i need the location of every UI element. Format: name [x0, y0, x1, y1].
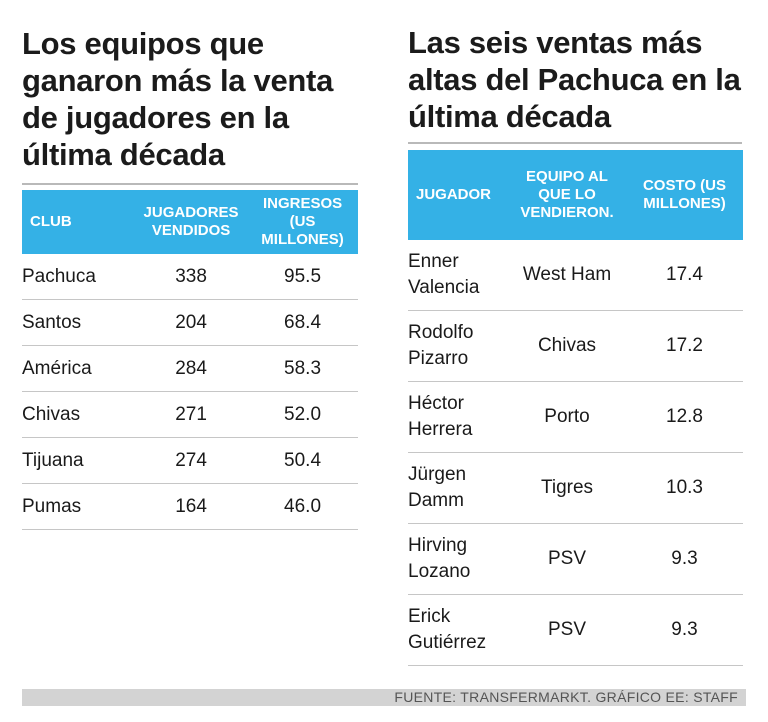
buying-team: West Ham: [508, 240, 626, 311]
player-last-name: Herrera: [408, 419, 473, 440]
sales-title: Las seis ventas más altas del Pachuca en…: [408, 25, 741, 134]
sales-title-rule: [408, 142, 742, 144]
player-first-name: Héctor: [408, 393, 464, 414]
player-last-name: Valencia: [408, 277, 480, 298]
player-name: Enner Valencia: [408, 240, 508, 311]
source-footer: FUENTE: TRANSFERMARKT. GRÁFICO EE: STAFF: [22, 689, 746, 706]
ingresos-value: 52.0: [247, 391, 358, 438]
player-first-name: Hirving: [408, 535, 468, 556]
ingresos-value: 95.5: [247, 254, 358, 300]
club-name: Pumas: [22, 483, 136, 530]
clubs-title: Los equipos que ganaron más la venta de …: [22, 26, 334, 172]
player-last-name: Gutiérrez: [408, 632, 487, 653]
player-first-name: Jürgen: [408, 464, 467, 485]
player-first-name: Rodolfo: [408, 322, 474, 343]
club-name: Tijuana: [22, 437, 136, 484]
header-costo: COSTO (US MILLONES): [626, 150, 743, 240]
jugadores-vendidos-value: 204: [135, 299, 248, 346]
sale-cost-value: 10.3: [626, 452, 743, 524]
sales-table-body: Enner Valencia West Ham 17.4 Rodolfo Pizarro C…: [408, 240, 743, 666]
clubs-table: CLUB JUGADORES VENDIDOS INGRESOS (US MIL…: [22, 190, 358, 530]
jugadores-vendidos-value: 274: [135, 437, 248, 484]
buying-team: Porto: [508, 381, 626, 453]
club-name: Pachuca: [22, 254, 136, 300]
header-equipo: EQUIPO AL QUE LO VENDIERON.: [508, 150, 626, 240]
ingresos-value: 50.4: [247, 437, 358, 484]
player-last-name: Damm: [408, 490, 464, 511]
sales-header-row: JUGADOR EQUIPO AL QUE LO VENDIERON. COST…: [408, 150, 743, 240]
jugadores-vendidos-value: 164: [135, 483, 248, 530]
player-first-name: Enner: [408, 251, 459, 272]
sale-row: Rodolfo Pizarro Chivas 17.2: [408, 310, 743, 382]
ingresos-value: 46.0: [247, 483, 358, 530]
club-row: Chivas 271 52.0: [22, 391, 358, 438]
clubs-header-row: CLUB JUGADORES VENDIDOS INGRESOS (US MIL…: [22, 190, 358, 254]
sale-cost-value: 9.3: [626, 594, 743, 666]
header-jugadores-vendidos: JUGADORES VENDIDOS: [135, 190, 248, 254]
jugadores-vendidos-value: 284: [135, 345, 248, 392]
ingresos-value: 68.4: [247, 299, 358, 346]
sale-row: Jürgen Damm Tigres 10.3: [408, 452, 743, 524]
buying-team: PSV: [508, 523, 626, 595]
club-row: Santos 204 68.4: [22, 299, 358, 346]
buying-team: Chivas: [508, 310, 626, 382]
club-row: Pumas 164 46.0: [22, 483, 358, 530]
ingresos-value: 58.3: [247, 345, 358, 392]
player-last-name: Lozano: [408, 561, 471, 582]
sale-row: Erick Gutiérrez PSV 9.3: [408, 594, 743, 666]
header-ingresos: INGRESOS (US MILLONES): [247, 190, 358, 254]
club-name: América: [22, 345, 136, 392]
player-name: Rodolfo Pizarro: [408, 310, 508, 382]
player-name: Hirving Lozano: [408, 523, 508, 595]
player-name: Héctor Herrera: [408, 381, 508, 453]
buying-team: Tigres: [508, 452, 626, 524]
club-row: América 284 58.3: [22, 345, 358, 392]
club-row: Tijuana 274 50.4: [22, 437, 358, 484]
header-jugador: JUGADOR: [408, 150, 508, 240]
jugadores-vendidos-value: 338: [135, 254, 248, 300]
buying-team: PSV: [508, 594, 626, 666]
club-row: Pachuca 338 95.5: [22, 254, 358, 300]
source-credit: FUENTE: TRANSFERMARKT. GRÁFICO EE: STAFF: [394, 689, 738, 705]
sale-row: Hirving Lozano PSV 9.3: [408, 523, 743, 595]
player-name: Erick Gutiérrez: [408, 594, 508, 666]
sales-table: JUGADOR EQUIPO AL QUE LO VENDIERON. COST…: [408, 150, 743, 666]
clubs-table-body: Pachuca 338 95.5 Santos 204 68.4 América 284 58.…: [22, 254, 358, 530]
clubs-title-rule: [22, 183, 358, 185]
player-name: Jürgen Damm: [408, 452, 508, 524]
club-name: Chivas: [22, 391, 136, 438]
sale-row: Héctor Herrera Porto 12.8: [408, 381, 743, 453]
sale-cost-value: 9.3: [626, 523, 743, 595]
club-name: Santos: [22, 299, 136, 346]
sale-cost-value: 17.4: [626, 240, 743, 311]
player-first-name: Erick: [408, 606, 451, 627]
sale-cost-value: 17.2: [626, 310, 743, 382]
player-last-name: Pizarro: [408, 348, 469, 369]
jugadores-vendidos-value: 271: [135, 391, 248, 438]
header-club: CLUB: [22, 190, 136, 254]
sale-cost-value: 12.8: [626, 381, 743, 453]
sale-row: Enner Valencia West Ham 17.4: [408, 240, 743, 311]
